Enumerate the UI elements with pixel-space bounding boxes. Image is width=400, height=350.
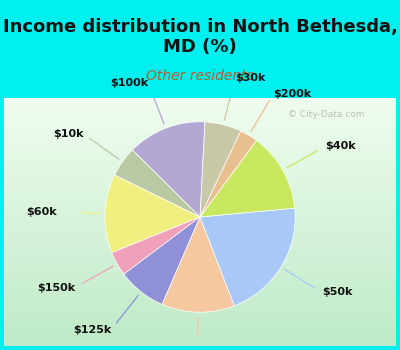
Wedge shape (162, 217, 234, 312)
Text: Other residents: Other residents (146, 69, 254, 83)
Wedge shape (114, 150, 200, 217)
Wedge shape (105, 175, 200, 253)
Wedge shape (200, 140, 295, 217)
Wedge shape (112, 217, 200, 274)
Text: $50k: $50k (322, 287, 352, 298)
Wedge shape (200, 122, 241, 217)
Text: $40k: $40k (325, 141, 355, 152)
Wedge shape (200, 131, 256, 217)
Text: $100k: $100k (110, 78, 148, 88)
Text: $150k: $150k (37, 282, 75, 293)
Text: $125k: $125k (73, 324, 111, 335)
Text: $60k: $60k (26, 207, 57, 217)
Text: $10k: $10k (53, 129, 83, 139)
Text: © City-Data.com: © City-Data.com (288, 111, 365, 119)
Text: $200k: $200k (274, 89, 312, 99)
Text: $30k: $30k (235, 73, 265, 83)
Wedge shape (132, 122, 205, 217)
Text: Income distribution in North Bethesda,
MD (%): Income distribution in North Bethesda, M… (2, 18, 398, 56)
Wedge shape (124, 217, 200, 304)
Wedge shape (200, 208, 295, 306)
